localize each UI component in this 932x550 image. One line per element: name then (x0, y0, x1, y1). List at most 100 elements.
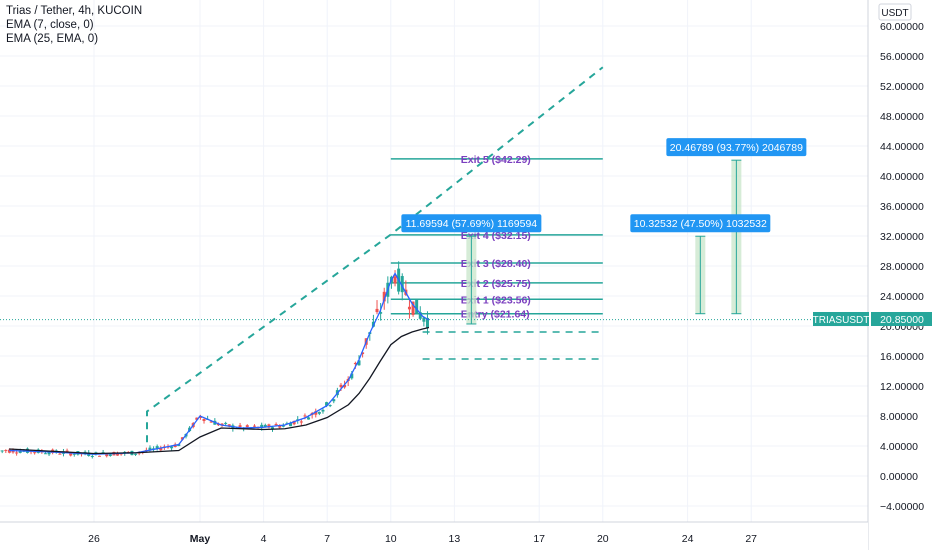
candle-body (209, 421, 213, 423)
candle-body (72, 453, 76, 455)
symbol-title[interactable]: Trias / Tether, 4h, KUCOIN (6, 5, 143, 17)
candle-body (58, 453, 62, 455)
price-axis[interactable]: 60.00000 56.00000 52.00000 48.00000 44.00000… (880, 21, 924, 513)
candle-body (15, 452, 19, 454)
candle-body (411, 301, 415, 315)
range-labels: 11.69594 (57.69%) 1169594 10.32532 (47.50… (401, 138, 807, 233)
candle-body (47, 452, 51, 455)
candle-body (155, 446, 159, 449)
candle-body (18, 451, 22, 453)
candle-body (339, 384, 343, 388)
ema-slow-legend[interactable]: EMA (25, EMA, 0) (6, 33, 99, 45)
ema-lines (9, 272, 430, 455)
candle-body (0, 450, 4, 452)
candle-body (400, 276, 404, 293)
price-tick-label: 52.00000 (880, 81, 924, 93)
price-tick-label: 16.00000 (880, 351, 924, 363)
candle-body (220, 423, 224, 426)
trend-dashed-line (146, 66, 604, 443)
price-tick-label: 60.00000 (880, 21, 924, 33)
candle-body (134, 453, 138, 455)
time-tick-label: 17 (533, 533, 545, 545)
ema-fast-legend[interactable]: EMA (7, close, 0) (6, 19, 94, 31)
candle-body (415, 299, 419, 314)
symbol-price-tag: TRIASUSDT 20.85000 (813, 312, 932, 326)
candle-body (33, 452, 37, 454)
candle-body (105, 453, 109, 457)
candle-body (407, 306, 411, 310)
price-tick-label: 8.00000 (880, 411, 918, 423)
symbol-tag-bg (813, 312, 869, 326)
candle-body (393, 276, 397, 284)
time-tick-label: 13 (449, 533, 461, 545)
candle-body (108, 454, 112, 456)
price-tick-label: 36.00000 (880, 201, 924, 213)
candle-body (267, 424, 271, 428)
candle-body (260, 424, 264, 429)
currency-label[interactable]: USDT (881, 8, 908, 19)
candle-body (238, 425, 242, 427)
currency-box (878, 3, 912, 21)
time-tick-label: 24 (682, 533, 694, 545)
price-tick-label: 24.00000 (880, 291, 924, 303)
chart-legend: Trias / Tether, 4h, KUCOIN EMA (7, close… (6, 4, 142, 46)
candle-body (307, 417, 311, 420)
candle-body (289, 423, 293, 427)
candle-body (98, 455, 102, 457)
time-axis[interactable]: 26 May 4 7 10 13 17 20 24 27 (88, 533, 757, 545)
candle-body (299, 421, 303, 423)
time-tick-label: 4 (261, 533, 267, 545)
candle-body (4, 450, 8, 452)
candle-body (314, 411, 318, 415)
price-tick-label: 48.00000 (880, 111, 924, 123)
price-tick-label: 28.00000 (880, 261, 924, 273)
candle-body (321, 409, 325, 412)
candle-body (361, 352, 365, 355)
candle-body (198, 416, 202, 418)
time-tick-label: 7 (324, 533, 330, 545)
candle-body (7, 449, 11, 453)
candle-body (357, 360, 361, 366)
price-tick-label: 12.00000 (880, 381, 924, 393)
candle-body (148, 447, 152, 451)
candle-body (281, 425, 285, 427)
range-label-bg (401, 214, 542, 233)
candle-body (65, 450, 69, 452)
price-tick-label: 4.00000 (880, 441, 918, 453)
range-label-bg (630, 214, 771, 233)
candle-body (94, 452, 98, 454)
level-label: Entry ($21.64) (461, 309, 530, 321)
candle-body (317, 411, 321, 414)
candle-body (224, 422, 228, 424)
price-tick-label: 0.00000 (880, 471, 918, 483)
time-tick-label: 26 (88, 533, 100, 545)
price-ranges (466, 159, 742, 325)
candle-body (43, 453, 47, 455)
exit-levels: Exit 5 ($42.29) Exit 4 ($32.15) Exit 3 ($2… (390, 154, 603, 360)
candle-body (325, 402, 329, 406)
candle-body (292, 420, 296, 425)
time-tick-label: May (190, 533, 211, 545)
candles (0, 261, 429, 459)
price-tag-bg (871, 312, 932, 326)
chart-grid (0, 0, 868, 522)
range-label: 11.69594 (57.69%) 1169594 (406, 218, 538, 230)
time-tick-label: 20 (597, 533, 609, 545)
candle-body (90, 455, 94, 457)
price-tick-label: 44.00000 (880, 141, 924, 153)
candle-body (170, 446, 174, 449)
range-label-bg (666, 138, 807, 157)
candle-body (375, 308, 379, 313)
price-tick-label: 40.00000 (880, 171, 924, 183)
range-label: 10.32532 (47.50%) 1032532 (634, 218, 767, 230)
candle-body (303, 415, 307, 417)
candle-body (418, 312, 422, 319)
candle-body (159, 448, 163, 451)
candle-body (353, 362, 357, 365)
candle-body (252, 425, 256, 427)
candle-body (69, 452, 73, 456)
candle-body (263, 424, 267, 428)
candle-body (379, 312, 383, 314)
time-tick-label: 27 (745, 533, 757, 545)
